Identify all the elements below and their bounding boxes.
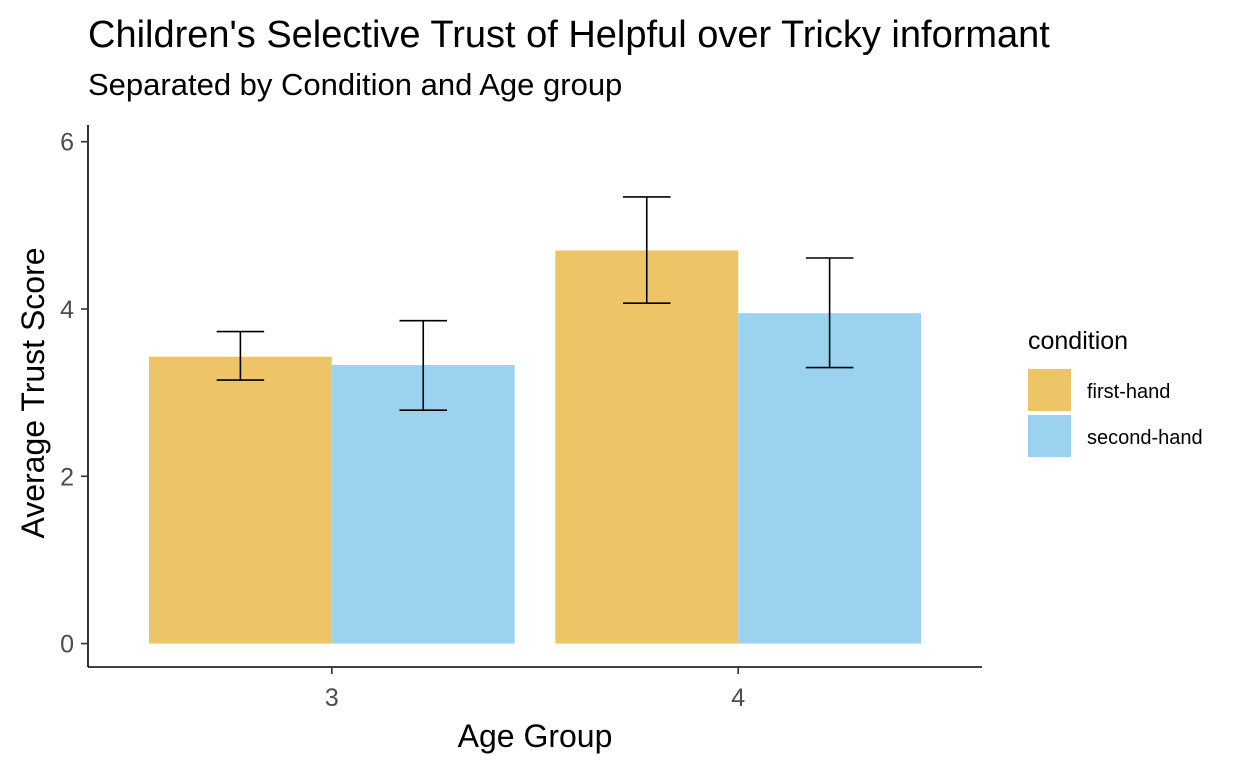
bars-layer bbox=[148, 250, 922, 644]
y-ticks: 0 2 4 6 bbox=[60, 129, 88, 659]
y-tick-label: 4 bbox=[60, 296, 74, 324]
y-tick-label: 0 bbox=[60, 631, 74, 659]
bar-second-hand-age-3 bbox=[331, 365, 515, 644]
legend-swatch-second-hand bbox=[1028, 415, 1071, 457]
x-axis-title: Age Group bbox=[458, 718, 613, 754]
legend-swatch-first-hand bbox=[1028, 369, 1071, 411]
legend: condition first-hand second-hand bbox=[1028, 327, 1203, 457]
y-tick-label: 6 bbox=[60, 129, 74, 157]
x-tick-label: 4 bbox=[731, 684, 745, 712]
legend-label-second-hand: second-hand bbox=[1087, 427, 1203, 449]
bar-first-hand-age-4 bbox=[555, 250, 739, 644]
bar-first-hand-age-3 bbox=[148, 356, 332, 644]
x-tick-label: 3 bbox=[325, 684, 339, 712]
y-tick-label: 2 bbox=[60, 463, 74, 491]
y-axis-title: Average Trust Score bbox=[15, 247, 51, 538]
chart-subtitle: Separated by Condition and Age group bbox=[88, 67, 622, 102]
error-bars-layer bbox=[216, 196, 854, 412]
legend-label-first-hand: first-hand bbox=[1087, 381, 1170, 403]
chart-title: Children's Selective Trust of Helpful ov… bbox=[88, 14, 1050, 56]
legend-title: condition bbox=[1028, 327, 1128, 355]
